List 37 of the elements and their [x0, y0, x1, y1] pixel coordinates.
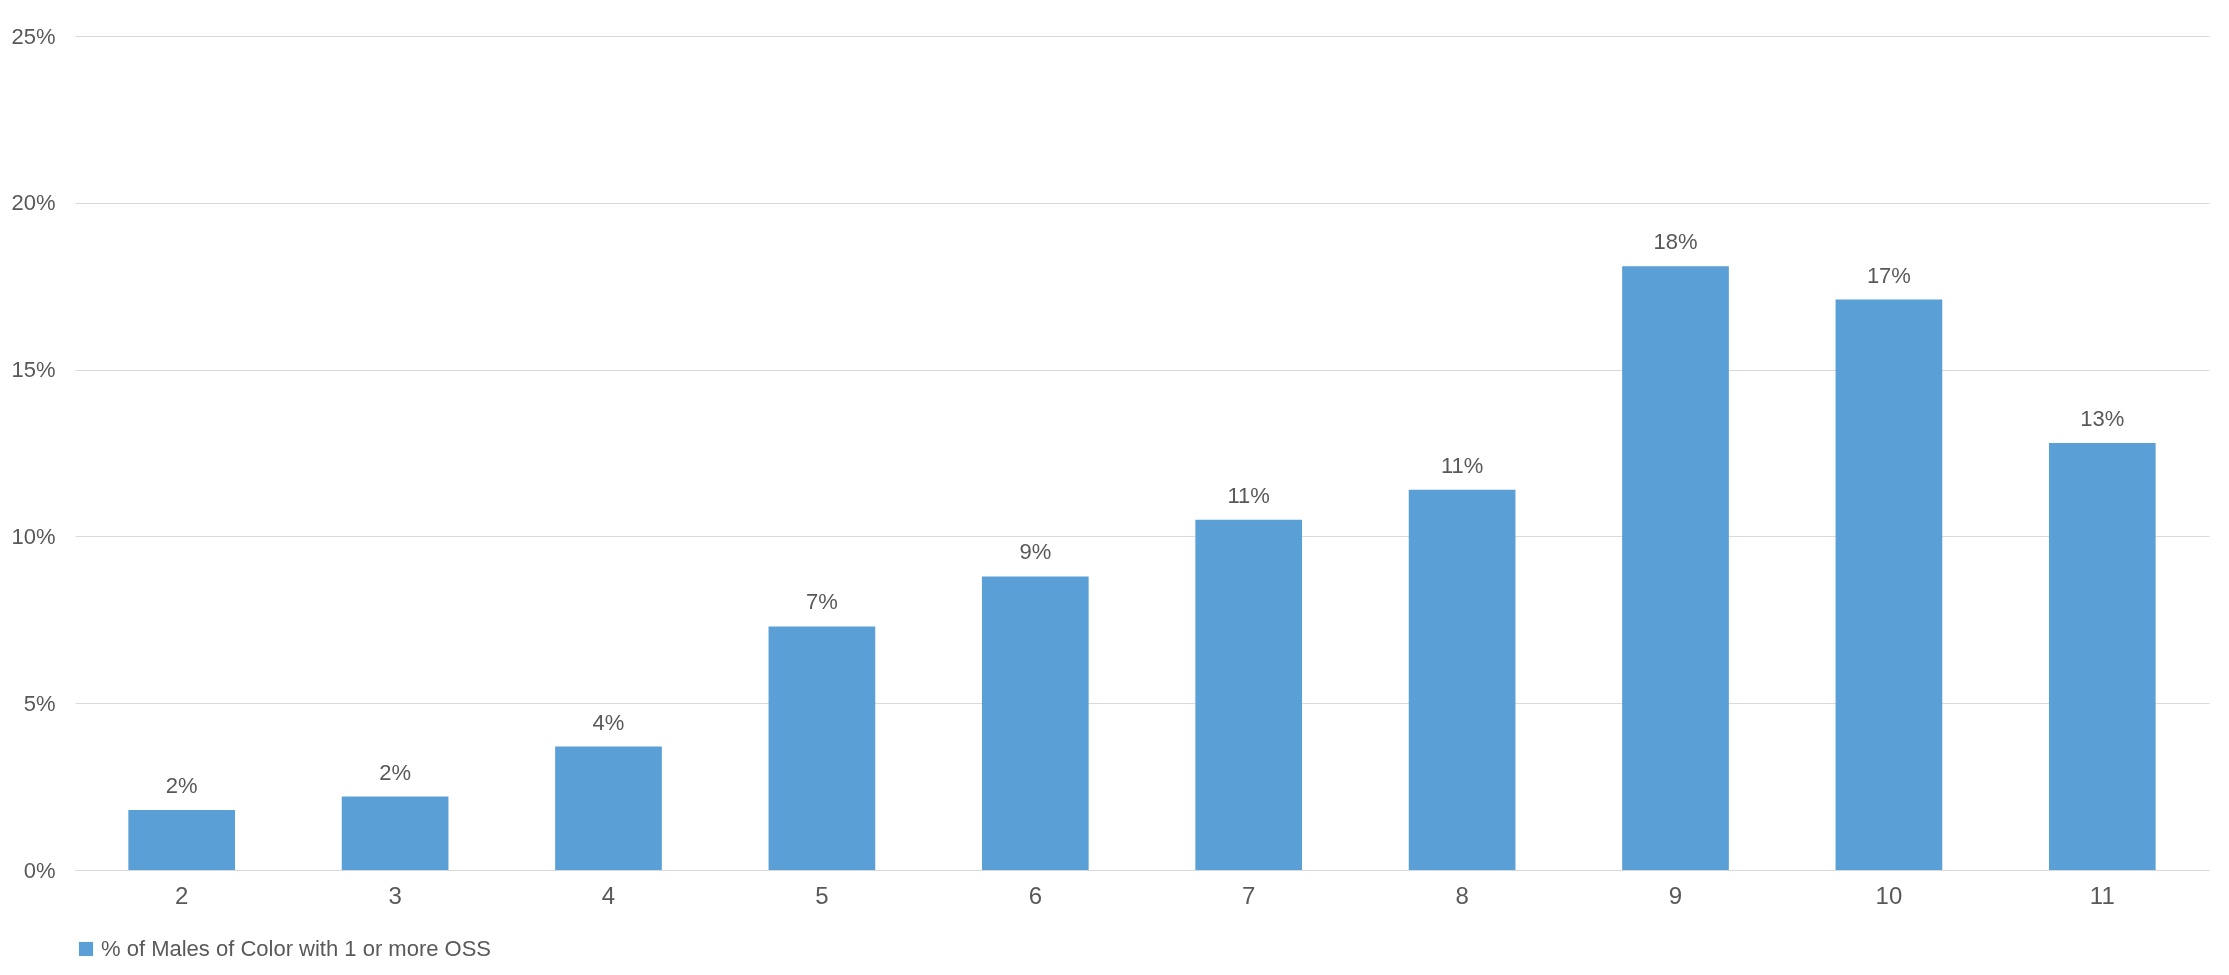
y-tick-label: 10% — [11, 523, 56, 549]
y-tick-label: 25% — [11, 23, 56, 49]
x-tick-label: 9 — [1668, 881, 1683, 909]
x-tick-label: 4 — [601, 881, 616, 909]
y-tick-label: 20% — [11, 190, 56, 216]
bar — [1408, 489, 1516, 870]
y-tick-label: 15% — [11, 357, 56, 383]
x-tick-label: 5 — [815, 881, 829, 909]
x-tick-label: 10 — [1875, 881, 1903, 909]
x-tick-label: 6 — [1028, 881, 1042, 909]
data-label: 18% — [1653, 229, 1698, 255]
legend-label: % of Males of Color with 1 or more OSS — [101, 936, 492, 961]
bar — [981, 576, 1089, 870]
y-tick-label: 0% — [23, 857, 56, 883]
y-tick-label: 5% — [23, 690, 56, 716]
x-tick-label: 3 — [388, 881, 402, 909]
data-label: 11% — [1227, 482, 1270, 508]
bar — [2048, 442, 2156, 870]
bar — [1195, 519, 1303, 870]
data-label: 4% — [592, 709, 625, 735]
bar — [341, 796, 449, 870]
bar — [1835, 299, 1943, 870]
data-label: 11% — [1440, 452, 1484, 478]
data-label: 17% — [1866, 262, 1911, 288]
x-tick-label: 8 — [1455, 881, 1469, 909]
bar — [555, 746, 662, 870]
data-label: 13% — [2080, 405, 2125, 431]
data-label: 2% — [379, 759, 411, 785]
x-tick-label: 11 — [2089, 881, 2115, 909]
data-label: 9% — [1019, 539, 1052, 565]
bar — [128, 809, 236, 870]
bar — [1622, 266, 1729, 870]
bar — [768, 626, 876, 870]
data-label: 7% — [806, 589, 838, 615]
x-tick-label: 2 — [175, 881, 189, 909]
x-tick-label: 7 — [1242, 881, 1256, 909]
data-label: 2% — [165, 772, 198, 798]
